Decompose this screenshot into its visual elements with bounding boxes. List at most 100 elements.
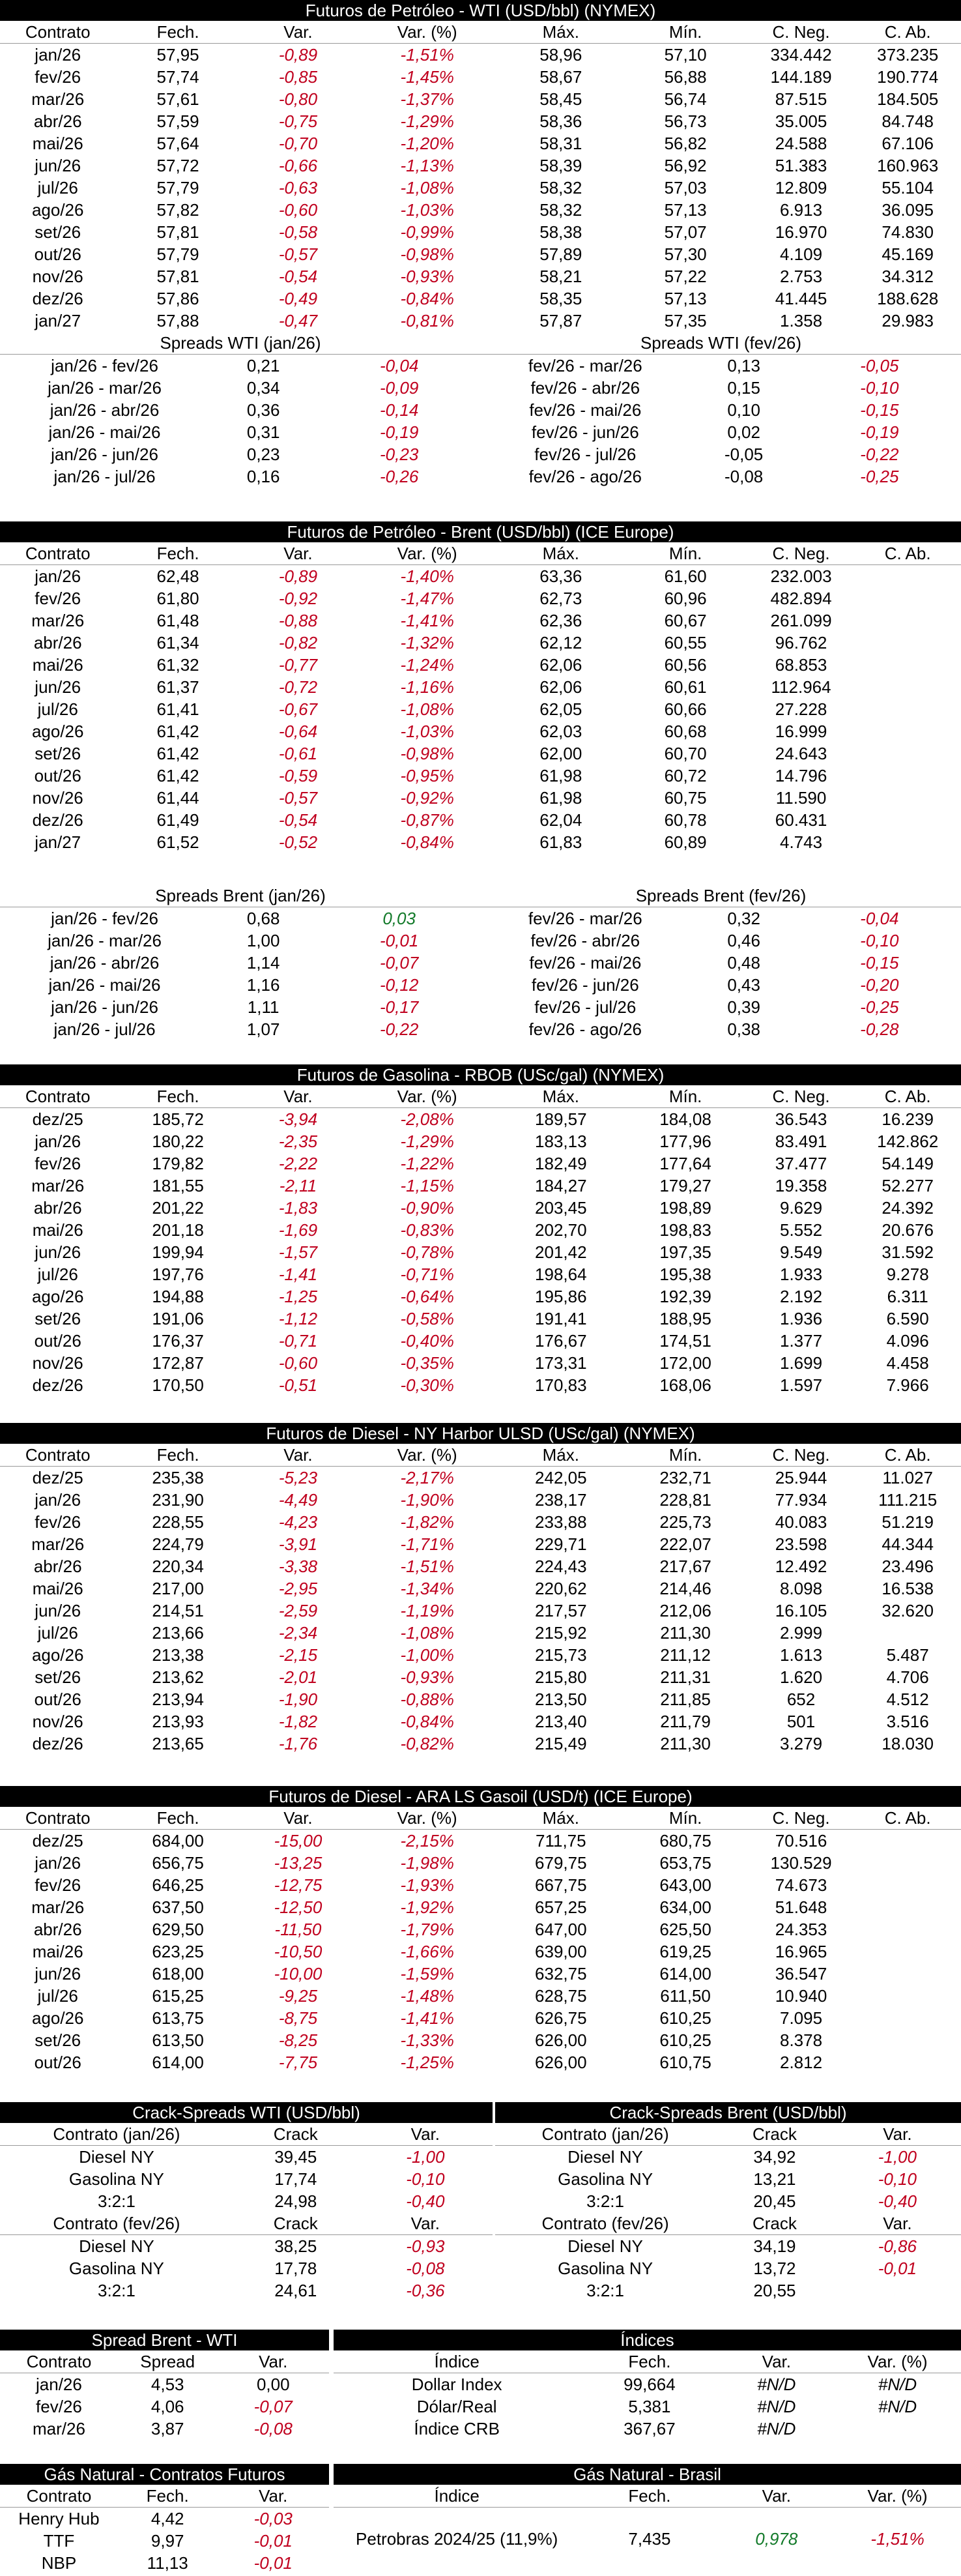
gas-section: Gás Natural - Contratos Futuros Contrato… <box>0 2464 961 2576</box>
brent-section: Futuros de Petróleo - Brent (USD/bbl) (I… <box>0 521 961 853</box>
table-cell: ago/26 <box>31 722 84 741</box>
table-row: mar/26 224,79 -3,91 -1,71% 229,71 222,07 23.59… <box>0 1533 961 1555</box>
ulsd-header-cell: Var. <box>240 1444 356 1467</box>
table-cell: -0,88 <box>278 611 318 630</box>
crack-header-row: Contrato (jan/26) Crack Var. <box>495 2123 961 2146</box>
crack-contract-label: Contrato (fev/26) <box>0 2212 233 2235</box>
table-row: dez/25 684,00 -15,00 -2,15% 711,75 680,75 70.5… <box>0 1830 961 1852</box>
table-cell: 215,92 <box>535 1623 587 1643</box>
crack-brent-title: Crack-Spreads Brent (USD/bbl) <box>495 2102 961 2123</box>
table-cell: 57,59 <box>156 111 199 131</box>
table-cell: 61,49 <box>156 810 199 830</box>
table-row: fev/26 646,25 -12,75 -1,93% 667,75 643,00 74.6… <box>0 1874 961 1896</box>
gas-brasil-cell: -1,51% <box>870 2528 925 2549</box>
spread-cell: 0,46 <box>727 931 760 950</box>
table-cell: 29.983 <box>882 311 934 330</box>
table-cell: 4.743 <box>780 832 823 852</box>
table-cell: -7,75 <box>278 2053 318 2072</box>
table-row: abr/26 61,34 -0,82 -1,32% 62,12 60,55 96.762 <box>0 632 961 654</box>
gas_futures-header-cell: Contrato <box>0 2485 118 2508</box>
table-cell: 634,00 <box>659 1897 711 1917</box>
spread-cell: 0,39 <box>727 997 760 1017</box>
spread-cell: -0,04 <box>380 356 419 375</box>
spread-cell: fev/26 - mar/26 <box>528 356 642 375</box>
crack-cell: -0,08 <box>406 2259 445 2278</box>
spread-row: jan/26 - abr/26 0,36 -0,14 <box>0 399 481 421</box>
table-cell: mai/26 <box>32 1220 83 1240</box>
table-cell: -1,16% <box>400 677 454 697</box>
table-row: set/26 213,62 -2,01 -0,93% 215,80 211,31 1.620… <box>0 1666 961 1688</box>
table-cell <box>854 787 961 809</box>
table-cell <box>854 1852 961 1874</box>
table-cell: 61,83 <box>539 832 582 852</box>
table-cell <box>854 1622 961 1644</box>
crack-row: Diesel NY 34,19 -0,86 <box>495 2235 961 2258</box>
table-cell: 194,88 <box>152 1287 204 1306</box>
table-cell: -0,82% <box>400 1734 454 1753</box>
table-cell: 16.239 <box>882 1109 934 1129</box>
spread-cell: fev/26 - abr/26 <box>530 931 640 950</box>
table-cell: jan/26 <box>35 566 81 586</box>
spread-cell: -0,07 <box>380 953 419 973</box>
spread-cell: jan/26 - abr/26 <box>50 400 160 420</box>
table-cell: 24.643 <box>775 744 827 763</box>
table-cell: 201,22 <box>152 1198 204 1218</box>
table-cell: -1,08% <box>400 1623 454 1643</box>
table-cell: 179,82 <box>152 1154 204 1173</box>
crack-row: 3:2:1 20,55 <box>495 2279 961 2302</box>
ulsd-header-cell: Mín. <box>623 1444 748 1467</box>
table-cell: -0,89 <box>278 45 318 65</box>
table-cell: #N/D <box>878 2397 917 2416</box>
table-cell: 1.936 <box>780 1309 823 1328</box>
table-cell: -1,13% <box>400 156 454 175</box>
table-cell: 180,22 <box>152 1132 204 1151</box>
table-cell: 626,00 <box>535 2053 587 2072</box>
table-cell: 189,57 <box>535 1109 587 1129</box>
table-cell: 60,68 <box>664 722 707 741</box>
table-cell: 181,55 <box>152 1176 204 1195</box>
table-cell: 61,98 <box>539 766 582 785</box>
brent-table: Contrato Fech. Var. Var. (%) Máx. Mín. C. Neg.… <box>0 542 961 853</box>
table-cell: -1,82% <box>400 1512 454 1532</box>
table-cell: -1,19% <box>400 1601 454 1620</box>
table-cell: 57,22 <box>664 267 707 286</box>
table-cell: 184,27 <box>535 1176 587 1195</box>
table-cell: 45.169 <box>882 244 934 264</box>
table-cell: 160.963 <box>877 156 939 175</box>
table-cell: 60,70 <box>664 744 707 763</box>
table-row: set/26 613,50 -8,25 -1,33% 626,00 610,25 8.378 <box>0 2029 961 2051</box>
spread-cell: -0,04 <box>860 909 899 928</box>
table-cell: 41.445 <box>775 289 827 308</box>
spread-cell: -0,10 <box>860 931 899 950</box>
table-cell: set/26 <box>35 222 81 242</box>
spread-indices-section: Spread Brent - WTI Contrato Spread Var. jan… <box>0 2330 961 2438</box>
table-cell: 60,55 <box>664 633 707 652</box>
wti-spreads: Spreads WTI (jan/26) jan/26 - fev/26 0,21… <box>0 332 961 486</box>
table-cell: -1,82 <box>278 1712 318 1731</box>
table-cell: 232.003 <box>770 566 832 586</box>
table-cell: 629,50 <box>152 1920 204 1939</box>
table-row: mai/26 201,18 -1,69 -0,83% 202,70 198,83 5.552… <box>0 1219 961 1241</box>
table-cell: 9.629 <box>780 1198 823 1218</box>
table-cell: 215,73 <box>535 1645 587 1665</box>
crack-cell: -1,00 <box>878 2147 917 2167</box>
crack-cell: -1,00 <box>406 2147 445 2167</box>
ulsd-header-cell: Contrato <box>0 1444 116 1467</box>
table-cell: NBP <box>41 2553 77 2573</box>
spread-cell: jan/26 - jul/26 <box>53 1019 156 1039</box>
spread-cell: jan/26 - mar/26 <box>48 378 162 398</box>
table-cell: 58,35 <box>539 289 582 308</box>
table-cell: 60,66 <box>664 699 707 719</box>
table-cell: 11.027 <box>882 1468 933 1487</box>
table-cell: -4,49 <box>278 1490 318 1510</box>
spread-row: jan/26 - mai/26 1,16 -0,12 <box>0 974 481 996</box>
table-cell: nov/26 <box>32 788 83 808</box>
table-cell: 31.592 <box>882 1242 934 1262</box>
spread-cell: jan/26 - mai/26 <box>48 422 161 442</box>
table-cell: -2,17% <box>400 1468 454 1487</box>
table-row: mar/26 3,87 -0,08 <box>0 2418 329 2440</box>
table-cell: 8.098 <box>780 1579 823 1598</box>
table-cell: -1,22% <box>400 1154 454 1173</box>
table-cell: 87.515 <box>775 89 827 109</box>
crack-cell: 24,98 <box>274 2191 317 2211</box>
